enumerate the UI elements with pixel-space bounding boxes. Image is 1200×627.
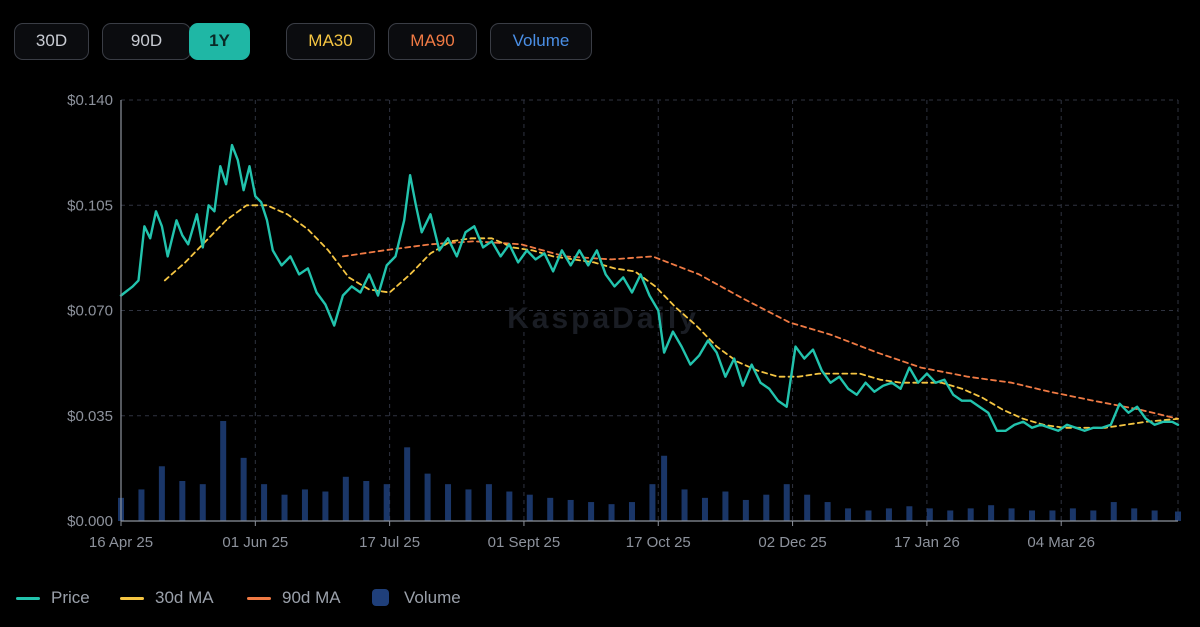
ma90-line [342,240,1179,420]
axes: $0.000 $0.035 $0.070 $0.105 $0.140 16 Apr 25 0… [67,92,1178,551]
volume-bar [199,484,206,521]
volume-bar [383,484,390,521]
range-button-30d[interactable]: 30D [14,23,89,60]
y-tick-label: $0.140 [67,92,113,109]
volume-bar [628,502,635,521]
volume-bar [947,510,954,521]
legend-label-price: Price [51,588,90,607]
volume-bar [281,494,288,521]
volume-bar [1131,508,1138,521]
toggle-volume-button[interactable]: Volume [490,23,592,60]
y-tick-label: $0.070 [67,303,113,320]
volume-bar [179,481,186,521]
legend-line-ma90 [247,597,271,600]
ma30-line [163,204,1179,429]
x-tick-label: 01 Sept 25 [488,534,561,551]
volume-bar [906,506,913,521]
volume-bar [722,491,729,521]
volume-bar [220,421,227,521]
volume-bar [465,489,472,521]
x-tick-label: 04 Mar 26 [1027,534,1095,551]
volume-bar [342,476,349,521]
volume-bar [1175,511,1181,521]
volume-bar [681,489,688,521]
volume-bar [701,497,708,521]
volume-bar [967,508,974,521]
volume-bar [608,504,615,521]
volume-bar [240,457,247,521]
y-tick-label: $0.035 [67,408,113,425]
legend-label-ma90: 90d MA [282,588,341,607]
volume-bar [763,494,770,521]
volume-bar [547,497,554,521]
x-tick-label: 17 Jul 25 [359,534,420,551]
volume-bar [649,484,656,521]
range-button-1y[interactable]: 1Y [189,23,250,60]
price-line [119,143,1180,432]
legend-swatch-volume [372,589,389,606]
volume-bar [783,484,790,521]
volume-bar [526,494,533,521]
volume-bar [445,484,452,521]
legend-line-price [16,597,40,600]
volume-bar [1069,508,1076,521]
volume-bar [261,484,268,521]
volume-bar [404,447,411,521]
price-series [119,143,1180,432]
y-tick-label: $0.105 [67,197,113,214]
volume-bar [485,484,492,521]
volume-bar [865,510,872,521]
ma90-series [342,240,1179,420]
volume-bar [1110,502,1117,521]
volume-bar [885,508,892,521]
ma30-series [163,204,1179,429]
volume-bar [926,508,933,521]
legend-label-ma30: 30d MA [155,588,214,607]
volume-bar [138,489,145,521]
volume-bar [1029,510,1036,521]
volume-bar [1090,510,1097,521]
volume-bar [1008,508,1015,521]
volume-bar [661,455,668,521]
x-tick-label: 17 Oct 25 [626,534,691,551]
legend-line-ma30 [120,597,144,600]
volume-bar [988,505,995,521]
volume-bar [588,502,595,521]
volume-bar [322,491,329,521]
range-button-90d[interactable]: 90D [102,23,191,60]
x-tick-label: 17 Jan 26 [894,534,960,551]
toggle-ma30-button[interactable]: MA30 [286,23,375,60]
toggle-ma90-button[interactable]: MA90 [388,23,477,60]
y-tick-label: $0.000 [67,513,113,530]
volume-bar [506,491,513,521]
volume-bars [118,421,1181,521]
volume-bar [567,499,574,521]
volume-bar [158,466,165,521]
volume-bar [1151,510,1158,521]
x-tick-label: 01 Jun 25 [222,534,288,551]
volume-bar [824,502,831,521]
watermark: KaspaDaily [507,302,699,335]
x-tick-label: 16 Apr 25 [89,534,153,551]
volume-bar [301,489,308,521]
volume-bar [845,508,852,521]
price-chart[interactable]: KaspaDaily $0.000 $0.035 $0.070 $0.105 $0.14… [0,80,1200,560]
volume-bar [424,473,431,521]
volume-bar [363,481,370,521]
volume-bar [742,499,749,521]
volume-bar [1049,510,1056,521]
x-tick-label: 02 Dec 25 [758,534,826,551]
volume-bar [804,494,811,521]
legend-label-volume: Volume [404,588,461,607]
